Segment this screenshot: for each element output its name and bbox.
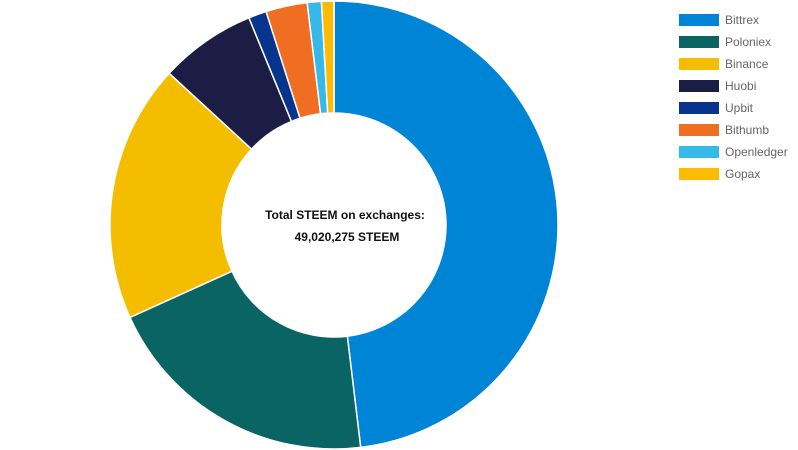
legend-label: Bittrex — [725, 13, 760, 27]
legend-item-gopax[interactable]: Gopax — [679, 163, 788, 185]
legend-swatch — [679, 168, 719, 180]
legend-item-binance[interactable]: Binance — [679, 53, 788, 75]
legend-label: Bithumb — [725, 123, 770, 137]
slice-gopax[interactable] — [320, 0, 335, 114]
legend-item-upbit[interactable]: Upbit — [679, 97, 788, 119]
legend-label: Binance — [725, 57, 769, 71]
legend-item-huobi[interactable]: Huobi — [679, 75, 788, 97]
legend-label: Poloniex — [725, 35, 772, 49]
center-label: Total STEEM on exchanges: — [265, 208, 425, 222]
legend-swatch — [679, 14, 719, 26]
legend-swatch — [679, 58, 719, 70]
doughnut-chart: Total STEEM on exchanges: 49,020,275 STE… — [109, 0, 559, 450]
legend-item-poloniex[interactable]: Poloniex — [679, 31, 788, 53]
legend-swatch — [679, 80, 719, 92]
legend-label: Gopax — [725, 167, 761, 181]
legend-swatch — [679, 146, 719, 158]
legend-item-openledger[interactable]: Openledger — [679, 141, 788, 163]
legend-swatch — [679, 102, 719, 114]
center-value: 49,020,275 STEEM — [295, 230, 400, 244]
legend-label: Openledger — [725, 145, 788, 159]
slice-binance[interactable] — [109, 72, 253, 319]
slice-poloniex[interactable] — [128, 270, 362, 450]
legend-swatch — [679, 36, 719, 48]
legend-label: Upbit — [725, 101, 754, 115]
legend-item-bithumb[interactable]: Bithumb — [679, 119, 788, 141]
slice-bittrex[interactable] — [333, 0, 559, 449]
legend-label: Huobi — [725, 79, 757, 93]
legend-item-bittrex[interactable]: Bittrex — [679, 9, 788, 31]
legend-swatch — [679, 124, 719, 136]
doughnut-slices — [109, 0, 559, 450]
chart-legend: Bittrex Poloniex Binance Huobi Upbit Bithumb O… — [679, 9, 788, 185]
